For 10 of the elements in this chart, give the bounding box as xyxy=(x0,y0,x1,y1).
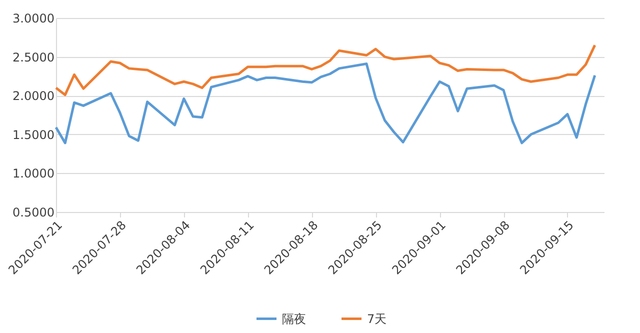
legend-label: 7天 xyxy=(367,312,387,326)
y-tick-label: 2.5000 xyxy=(12,50,54,64)
line-series xyxy=(54,44,596,96)
y-tick-label: 0.5000 xyxy=(12,206,54,220)
line-series xyxy=(54,62,596,144)
legend-label: 隔夜 xyxy=(282,312,306,326)
y-tick-label: 2.0000 xyxy=(12,89,54,104)
y-tick-label: 3.0000 xyxy=(12,12,54,26)
y-tick-label: 1.5000 xyxy=(12,128,54,142)
y-tick-label: 1.0000 xyxy=(12,166,54,181)
